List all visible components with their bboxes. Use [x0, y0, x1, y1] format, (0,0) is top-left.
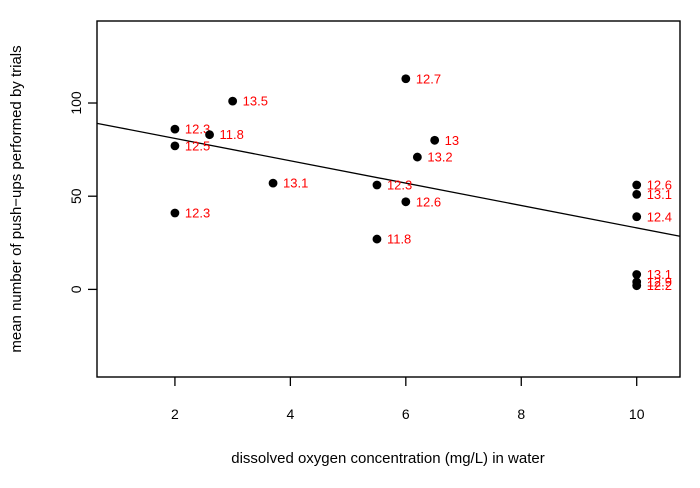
- point-label: 13.1: [647, 267, 672, 282]
- regression-line: [96, 122, 681, 237]
- point-label: 13.2: [427, 150, 452, 165]
- point-label: 13.1: [647, 187, 672, 202]
- point-label: 13.1: [283, 176, 308, 191]
- data-point: [412, 152, 422, 162]
- data-point: [170, 208, 180, 218]
- point-label: 12.2: [647, 278, 672, 293]
- x-tick-label: 10: [629, 406, 645, 422]
- data-point: [268, 178, 278, 188]
- point-label: 11.8: [220, 127, 244, 142]
- data-point: [632, 281, 642, 291]
- x-tick-label: 8: [517, 406, 525, 422]
- x-axis-title: dissolved oxygen concentration (mg/L) in…: [231, 450, 545, 467]
- point-label: 12.3: [185, 206, 210, 221]
- plot-box: [96, 20, 681, 378]
- point-label: 12.9: [647, 274, 672, 289]
- point-label: 12.3: [185, 122, 210, 137]
- data-point: [401, 197, 411, 207]
- point-label: 12.3: [387, 178, 412, 193]
- point-label: 13.5: [243, 94, 268, 109]
- data-point: [430, 135, 440, 145]
- point-label: 12.4: [647, 209, 672, 224]
- y-tick-label: 0: [68, 285, 84, 293]
- data-point: [228, 96, 238, 106]
- data-point: [632, 212, 642, 222]
- data-point: [205, 130, 214, 140]
- point-label: 12.6: [647, 178, 672, 193]
- point-label: 11.8: [387, 232, 411, 247]
- point-label: 12.5: [185, 138, 210, 153]
- y-tick-label: 50: [68, 188, 84, 204]
- data-point: [632, 180, 642, 190]
- y-axis-title: mean number of push−ups performed by tri…: [8, 45, 25, 352]
- data-point: [170, 124, 180, 134]
- data-point: [372, 180, 382, 190]
- point-label: 12.7: [416, 71, 441, 86]
- data-point: [401, 74, 411, 84]
- point-label: 13: [445, 133, 459, 148]
- y-tick-label: 100: [68, 91, 84, 115]
- x-tick-label: 6: [402, 406, 410, 422]
- data-point: [170, 141, 180, 151]
- x-tick-label: 4: [286, 406, 294, 422]
- data-point: [632, 270, 642, 279]
- data-point: [632, 189, 642, 199]
- point-label: 12.6: [416, 194, 441, 209]
- data-point: [372, 234, 382, 244]
- x-tick-label: 2: [171, 406, 179, 422]
